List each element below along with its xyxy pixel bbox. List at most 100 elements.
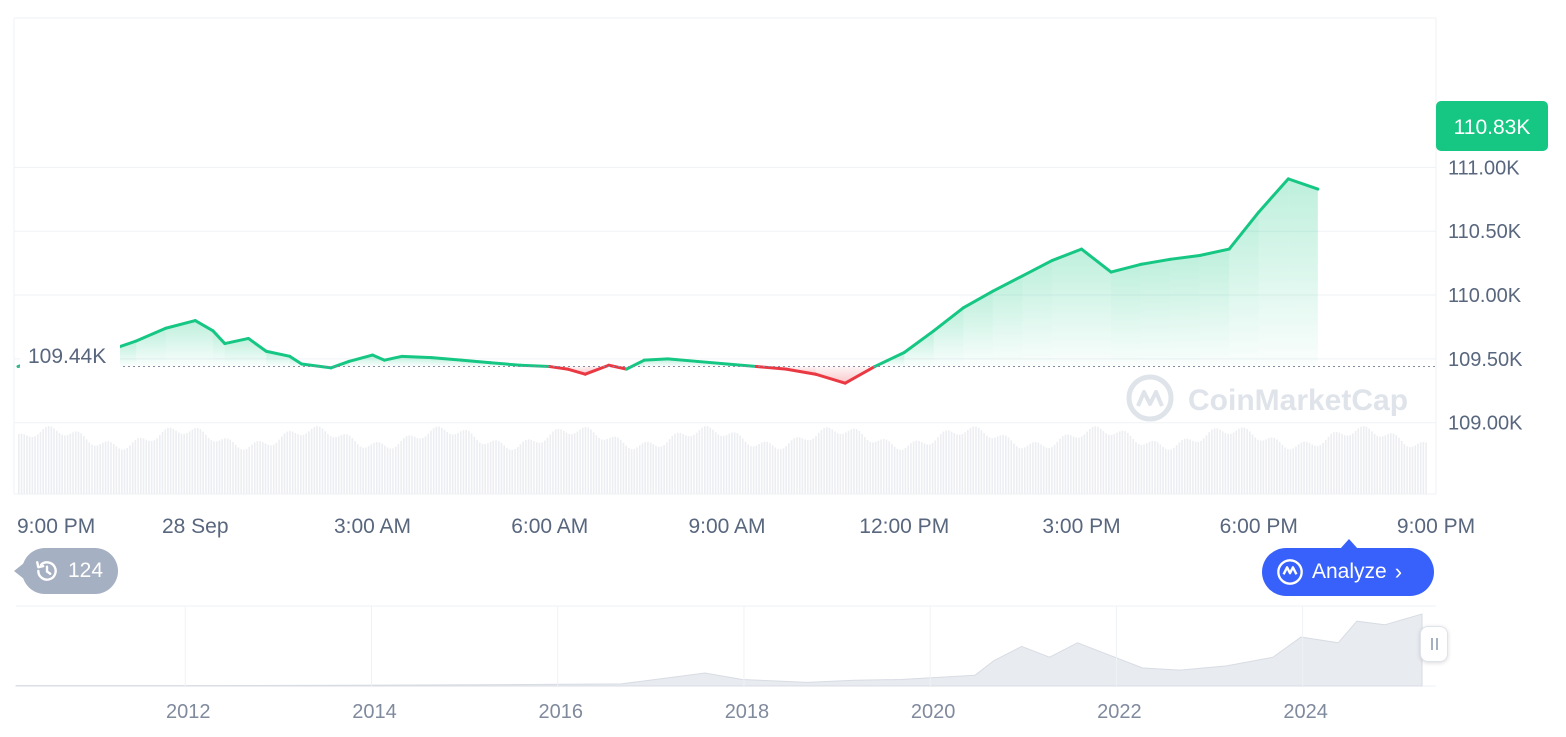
plot-frame — [13, 17, 1437, 495]
volume-bar — [788, 443, 790, 494]
volume-bar — [972, 426, 975, 494]
volume-bar — [394, 446, 397, 494]
volume-bar — [83, 436, 85, 494]
volume-bar — [717, 434, 720, 494]
range-slider-handle[interactable] — [1420, 626, 1448, 662]
volume-bar — [666, 442, 668, 494]
volume-bar — [384, 445, 386, 494]
price-area-segment — [1199, 249, 1230, 367]
volume-bar — [1178, 442, 1181, 494]
volume-bar — [817, 432, 820, 494]
volume-bar — [633, 448, 636, 494]
volume-bar — [1097, 426, 1099, 494]
volume-bar — [93, 445, 96, 494]
volume-bar — [969, 427, 972, 494]
volume-bar — [508, 449, 511, 494]
analyze-button[interactable]: Analyze › — [1262, 539, 1434, 596]
volume-bar — [603, 439, 606, 494]
volume-bar — [1425, 442, 1427, 494]
volume-bar — [1164, 448, 1167, 494]
volume-bar — [411, 435, 413, 494]
price-line — [16, 177, 1320, 385]
price-line-segment — [565, 367, 587, 376]
volume-bar — [438, 426, 440, 494]
volume-bar — [259, 441, 261, 494]
volume-bar — [340, 434, 343, 494]
volume-bar — [554, 429, 557, 494]
volume-bar — [866, 439, 869, 494]
x-axis: 9:00 PM 28 Sep 3:00 AM 6:00 AM 9:00 AM 12:00 … — [17, 515, 1475, 538]
volume-bar — [991, 438, 994, 494]
volume-bar — [50, 426, 53, 494]
x-tick-label: 9:00 PM — [17, 515, 95, 538]
price-line-segment — [695, 359, 729, 366]
volume-bar — [26, 435, 28, 494]
volume-bar — [568, 433, 571, 494]
volume-bar — [625, 445, 627, 494]
volume-bars — [18, 426, 1427, 494]
x-tick-label: 12:00 PM — [859, 515, 949, 538]
volume-bar — [1118, 431, 1121, 494]
volume-bar — [205, 434, 207, 494]
volume-bar — [397, 444, 400, 494]
volume-bar — [877, 440, 880, 494]
price-area-segment — [1258, 178, 1289, 367]
volume-bar — [1121, 430, 1124, 494]
volume-bar — [826, 427, 828, 494]
volume-bar — [305, 433, 308, 494]
volume-bar — [986, 435, 988, 494]
volume-bar — [1167, 449, 1170, 494]
price-line-segment — [784, 367, 818, 376]
price-area-segment — [195, 320, 213, 367]
volume-bar — [392, 448, 394, 494]
history-badge[interactable]: 124 — [14, 548, 118, 594]
volume-bar — [422, 437, 424, 494]
volume-bar — [454, 434, 457, 494]
volume-bar — [1061, 436, 1064, 494]
volume-bar — [150, 441, 153, 494]
price-line-segment — [548, 365, 569, 371]
volume-bar — [644, 442, 646, 494]
volume-bar — [1270, 437, 1273, 494]
volume-bar — [1083, 434, 1086, 494]
volume-bar — [367, 446, 370, 494]
volume-bar — [676, 432, 679, 494]
volume-bar — [300, 435, 302, 494]
volume-bar — [546, 437, 549, 494]
volume-bar — [318, 426, 321, 494]
volume-bar — [356, 444, 359, 494]
price-line-segment — [1227, 210, 1261, 251]
volume-bar — [1343, 435, 1346, 494]
volume-bar — [1010, 440, 1013, 494]
volume-bar — [820, 429, 823, 494]
volume-bar — [500, 442, 503, 494]
x-tick-label: 6:00 AM — [511, 515, 588, 538]
volume-bar — [1257, 439, 1259, 494]
price-area-segment — [1022, 260, 1052, 367]
baseline-label-text: 109.44K — [28, 345, 106, 368]
volume-bar — [196, 428, 199, 494]
volume-bar — [145, 439, 148, 494]
volume-bar — [1406, 446, 1408, 494]
volume-bar — [1295, 446, 1297, 494]
price-line-segment — [246, 336, 268, 353]
volume-bar — [834, 431, 836, 494]
volume-bar — [1259, 440, 1262, 494]
volume-bar — [527, 439, 530, 494]
price-line-segment — [843, 365, 877, 385]
x-tick-label: 3:00 PM — [1042, 515, 1120, 538]
volume-bar — [497, 441, 500, 494]
volume-bar — [1105, 433, 1107, 494]
volume-bar — [1240, 427, 1243, 494]
volume-bar — [1140, 444, 1143, 494]
volume-bar — [308, 431, 310, 494]
volume-bar — [310, 428, 313, 494]
volume-bar — [289, 431, 291, 494]
price-line-segment — [193, 319, 215, 333]
volume-bar — [435, 426, 438, 494]
volume-bar — [1262, 440, 1265, 494]
volume-bar — [58, 433, 61, 494]
volume-bar — [1273, 437, 1276, 494]
volume-bar — [641, 443, 644, 494]
volume-bar — [408, 435, 411, 494]
